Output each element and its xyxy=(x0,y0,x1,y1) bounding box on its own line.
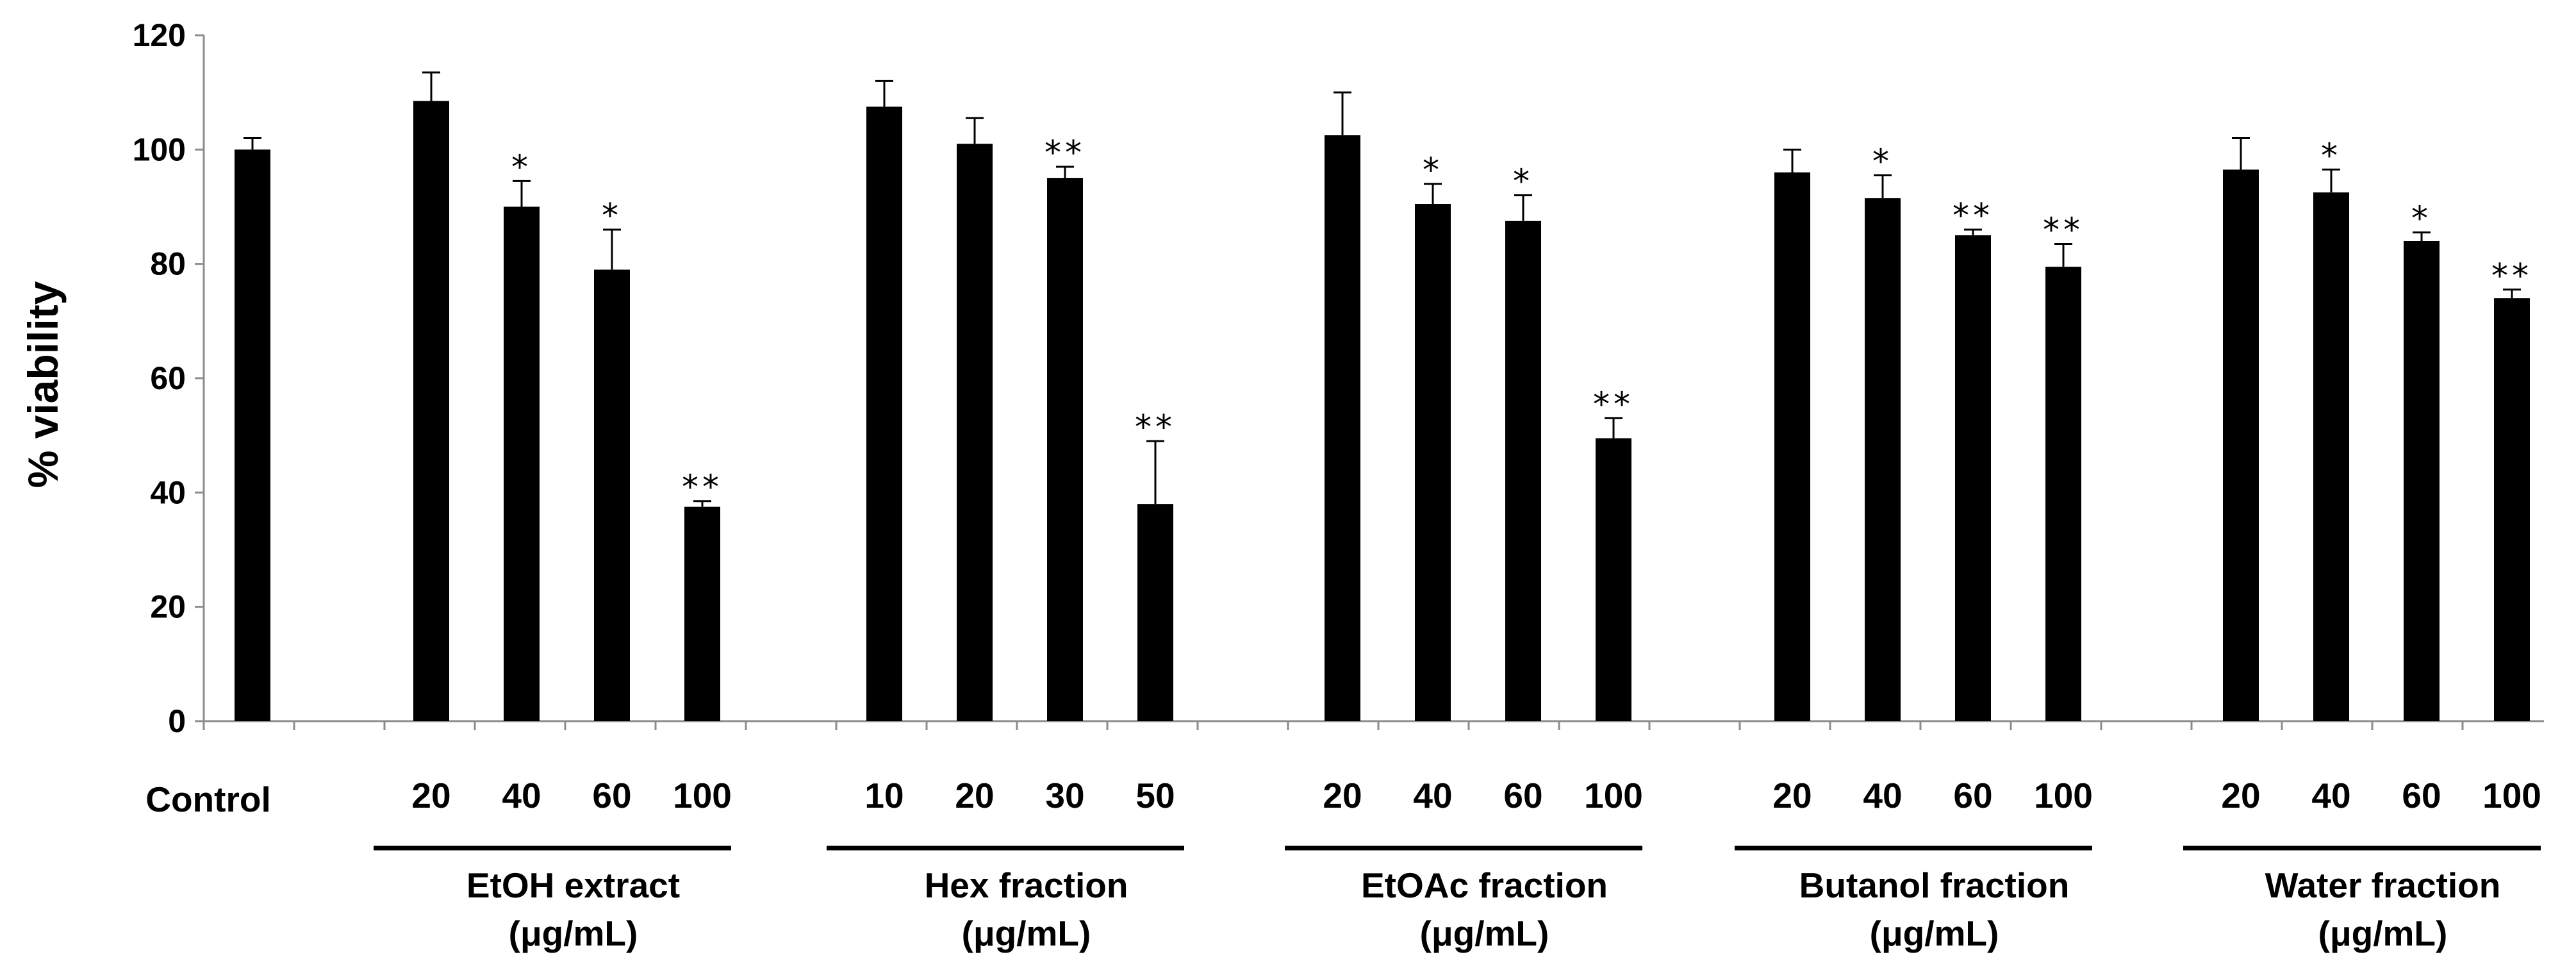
significance-label: * xyxy=(2411,200,2432,238)
x-category-label: 20 xyxy=(955,776,994,815)
significance-label: ** xyxy=(1953,197,1994,235)
bar xyxy=(1137,504,1173,721)
group-unit-label: (μg/mL) xyxy=(509,913,638,953)
bar xyxy=(2223,169,2259,722)
x-category-label: 20 xyxy=(411,776,450,815)
bar xyxy=(2045,267,2081,721)
bar xyxy=(2313,192,2349,721)
control-label: Control xyxy=(145,779,271,819)
group-unit-label: (μg/mL) xyxy=(962,913,1091,953)
y-tick-label: 80 xyxy=(150,246,186,282)
bar xyxy=(684,506,720,721)
x-category-label: 50 xyxy=(1135,776,1175,815)
group-unit-label: (μg/mL) xyxy=(2318,913,2448,953)
significance-label: * xyxy=(511,148,532,187)
group-name-label: Water fraction xyxy=(2265,865,2501,905)
x-category-label: 60 xyxy=(1953,776,1992,815)
y-tick-label: 60 xyxy=(150,360,186,396)
bar xyxy=(1325,135,1360,721)
significance-label: * xyxy=(1423,151,1443,190)
x-category-label: 60 xyxy=(2402,776,2441,815)
y-tick-label: 0 xyxy=(168,703,186,739)
group-name-label: Butanol fraction xyxy=(1799,865,2070,905)
significance-label: * xyxy=(602,197,622,235)
bar xyxy=(1047,178,1083,722)
significance-label: ** xyxy=(682,469,723,507)
x-category-label: 100 xyxy=(2482,776,2541,815)
bar xyxy=(235,149,270,722)
x-category-label: 20 xyxy=(1323,776,1362,815)
bar xyxy=(1865,198,1901,721)
group-unit-label: (μg/mL) xyxy=(1420,913,1549,953)
bar xyxy=(1774,172,1810,721)
bar xyxy=(594,269,630,721)
x-category-label: 40 xyxy=(2311,776,2350,815)
significance-label: ** xyxy=(1593,385,1634,424)
x-category-label: 20 xyxy=(1772,776,1812,815)
x-category-label: 20 xyxy=(2221,776,2260,815)
y-axis-label: % viability xyxy=(19,281,67,488)
bar xyxy=(504,206,540,721)
bar xyxy=(413,101,449,721)
significance-label: ** xyxy=(2491,257,2532,296)
group-name-label: EtOAc fraction xyxy=(1361,865,1608,905)
significance-label: * xyxy=(1513,163,1533,201)
x-category-label: 100 xyxy=(1584,776,1643,815)
significance-label: * xyxy=(2321,137,2341,176)
y-tick-label: 20 xyxy=(150,589,186,625)
x-category-label: 60 xyxy=(592,776,631,815)
group-name-label: Hex fraction xyxy=(925,865,1128,905)
group-unit-label: (μg/mL) xyxy=(1870,913,1999,953)
y-tick-label: 100 xyxy=(133,131,186,167)
x-category-label: 40 xyxy=(1413,776,1452,815)
significance-label: ** xyxy=(1044,134,1086,172)
significance-label: ** xyxy=(2043,211,2084,249)
bar xyxy=(866,106,902,722)
bar xyxy=(2404,241,2440,721)
bar xyxy=(1955,235,1991,721)
x-category-label: 60 xyxy=(1503,776,1542,815)
group-name-label: EtOH extract xyxy=(466,865,680,905)
x-category-label: 10 xyxy=(864,776,904,815)
x-category-label: 100 xyxy=(673,776,732,815)
y-tick-label: 40 xyxy=(150,474,186,510)
x-category-label: 40 xyxy=(1863,776,1902,815)
bar xyxy=(1415,204,1451,722)
bar xyxy=(1596,438,1631,721)
bar xyxy=(2494,298,2530,722)
bar xyxy=(957,144,993,721)
significance-label: * xyxy=(1872,142,1893,181)
x-category-label: 100 xyxy=(2034,776,2093,815)
significance-label: ** xyxy=(1135,408,1176,447)
x-category-label: 40 xyxy=(502,776,541,815)
y-tick-label: 120 xyxy=(133,17,186,53)
bar xyxy=(1505,221,1541,722)
x-category-label: 30 xyxy=(1045,776,1084,815)
